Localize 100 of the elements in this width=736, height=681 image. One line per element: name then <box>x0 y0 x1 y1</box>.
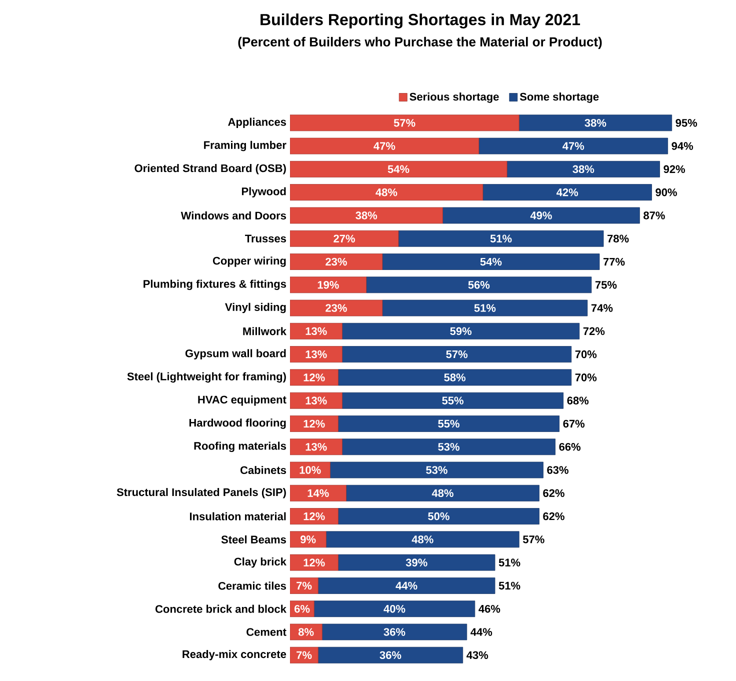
total-label: 74% <box>591 304 613 312</box>
total-label: 63% <box>547 466 568 474</box>
bar <box>342 322 580 340</box>
data-label: 9% <box>300 536 316 544</box>
total-label: 62% <box>543 512 564 520</box>
y-tick-label: Windows and Doors <box>180 211 286 220</box>
bar <box>478 138 668 154</box>
total-label: 70% <box>575 350 597 358</box>
bar <box>290 369 338 386</box>
bar <box>330 462 544 478</box>
bar <box>290 160 508 178</box>
total-label: 95% <box>676 119 698 127</box>
total-label: 51% <box>498 558 520 566</box>
total-label: 57% <box>522 536 544 544</box>
data-label: 13% <box>306 442 327 451</box>
data-label: 48% <box>432 489 454 498</box>
data-label: 49% <box>530 212 552 220</box>
data-label: 51% <box>490 234 512 242</box>
bar <box>314 600 476 618</box>
bar <box>318 578 496 594</box>
bar <box>338 508 540 524</box>
y-tick-label: Insulation material <box>190 512 286 520</box>
bar <box>318 646 464 664</box>
bar <box>290 254 383 270</box>
chart-title: Builders Reporting Shortages in May 2021 <box>260 14 580 28</box>
bar <box>290 230 399 247</box>
legend-label: Some shortage <box>520 92 599 103</box>
bar <box>290 438 342 456</box>
y-tick-label: Cabinets <box>240 466 286 474</box>
bar <box>290 484 346 502</box>
y-tick-label: Ready-mix concrete <box>182 650 286 660</box>
data-label: 38% <box>572 165 594 174</box>
total-label: 51% <box>498 582 520 590</box>
bar <box>290 508 338 524</box>
y-tick-label: Roofing materials <box>194 442 286 452</box>
data-label: 39% <box>406 558 428 566</box>
chart-subtitle: (Percent of Builders who Purchase the Material or Product) <box>238 36 602 50</box>
data-label: 36% <box>380 651 402 660</box>
y-tick-label: Vinyl siding <box>225 302 286 314</box>
bar <box>382 300 588 316</box>
bar <box>290 300 383 316</box>
total-label: 92% <box>664 165 686 174</box>
data-label: 6% <box>294 604 310 613</box>
y-tick-label: HVAC equipment <box>198 395 286 406</box>
data-label: 53% <box>426 466 448 474</box>
data-label: 12% <box>304 512 325 520</box>
total-label: 70% <box>575 374 597 382</box>
y-tick-label: Clay brick <box>234 557 286 568</box>
data-label: 47% <box>374 142 396 150</box>
data-label: 38% <box>356 212 378 220</box>
data-label: 48% <box>412 536 434 544</box>
bar <box>506 160 660 178</box>
bar <box>290 346 342 362</box>
total-label: 90% <box>656 188 677 196</box>
data-label: 13% <box>306 350 327 358</box>
bar <box>290 531 326 548</box>
bar <box>290 138 480 154</box>
bar <box>322 624 468 640</box>
y-tick-label: Plumbing fixtures & fittings <box>144 280 286 290</box>
data-label: 8% <box>298 628 314 636</box>
y-tick-label: Steel Beams <box>221 535 286 544</box>
y-tick-label: Concrete brick and block <box>155 604 286 613</box>
data-label: 55% <box>438 420 460 428</box>
data-label: 54% <box>480 258 502 266</box>
y-tick-label: Cement <box>246 628 286 636</box>
y-tick-label: Structural Insulated Panels (SIP) <box>116 488 286 498</box>
bar <box>338 369 572 386</box>
bar <box>346 484 540 502</box>
total-label: 67% <box>563 420 585 428</box>
data-label: 44% <box>396 582 418 590</box>
data-label: 7% <box>296 651 312 659</box>
total-label: 94% <box>672 142 694 150</box>
bar <box>290 646 318 664</box>
data-label: 59% <box>450 327 472 336</box>
bar <box>290 624 322 640</box>
y-tick-label: Oriented Strand Board (OSB) <box>134 164 286 174</box>
bar <box>290 207 443 224</box>
bar <box>518 114 672 132</box>
bar <box>290 184 484 201</box>
bar <box>290 416 338 432</box>
bar <box>342 346 572 362</box>
total-label: 68% <box>567 396 589 404</box>
bar <box>290 462 330 478</box>
y-tick-label: Trusses <box>245 234 286 242</box>
data-label: 23% <box>326 258 347 266</box>
data-label: 14% <box>308 489 329 497</box>
bar <box>290 114 520 132</box>
bar <box>342 392 564 409</box>
total-label: 75% <box>595 280 617 289</box>
y-tick-label: Copper wiring <box>212 256 286 267</box>
y-tick-label: Gypsum wall board <box>185 349 286 360</box>
bar <box>442 207 640 224</box>
data-label: 57% <box>446 350 468 358</box>
data-label: 55% <box>442 396 464 404</box>
bar <box>382 254 600 270</box>
data-label: 38% <box>584 118 606 127</box>
bar <box>338 416 560 432</box>
data-label: 13% <box>306 396 327 404</box>
y-tick-label: Steel (Lightweight for framing) <box>127 372 286 383</box>
total-label: 66% <box>559 442 581 451</box>
